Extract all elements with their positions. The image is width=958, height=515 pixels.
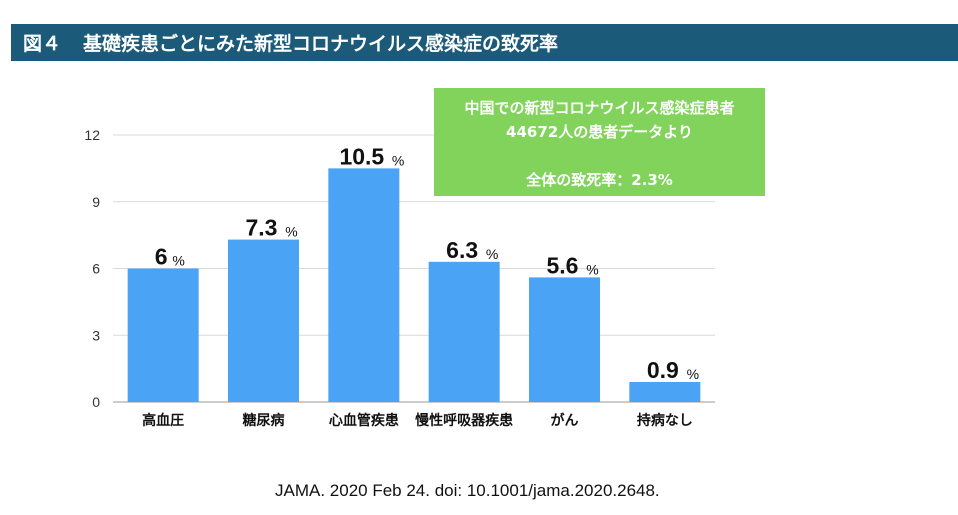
- bar: [127, 268, 199, 402]
- data-label: 6.3: [446, 237, 478, 263]
- bar: [629, 381, 701, 402]
- note-box: 中国での新型コロナウイルス感染症患者 44672人の患者データより 全体の致死率…: [434, 88, 765, 196]
- unit-label: %: [172, 253, 184, 269]
- x-tick-label: 持病なし: [637, 412, 693, 429]
- data-label: 7.3: [246, 215, 278, 241]
- bar: [228, 239, 299, 402]
- unit-label: %: [486, 246, 498, 262]
- citation: JAMA. 2020 Feb 24. doi: 10.1001/jama.202…: [275, 481, 660, 500]
- data-label: 0.9: [647, 357, 679, 383]
- unit-label: %: [285, 224, 297, 240]
- unit-label: %: [586, 261, 598, 277]
- unit-label: %: [687, 366, 699, 382]
- bar: [328, 168, 400, 402]
- y-tick-label: 6: [92, 261, 100, 277]
- y-tick-label: 0: [92, 394, 100, 410]
- y-tick-label: 9: [92, 194, 100, 210]
- figure-number: 図４: [23, 33, 62, 55]
- y-tick-label: 3: [92, 327, 100, 343]
- x-tick-label: 慢性呼吸器疾患: [415, 412, 513, 429]
- data-label: 6: [155, 244, 168, 270]
- x-tick-label: 高血圧: [142, 412, 184, 429]
- note-line-2: 44672人の患者データより: [506, 123, 693, 141]
- unit-label: %: [392, 152, 404, 168]
- title-bar: 図４ 基礎疾患ごとにみた新型コロナウイルス感染症の致死率: [11, 24, 958, 61]
- bar: [529, 277, 600, 402]
- x-tick-label: がん: [551, 412, 579, 429]
- bar: [428, 261, 500, 402]
- x-tick-label: 心血管疾患: [329, 412, 399, 429]
- y-tick-label: 12: [84, 127, 100, 143]
- note-line-1: 中国での新型コロナウイルス感染症患者: [464, 99, 735, 117]
- figure-title: 基礎疾患ごとにみた新型コロナウイルス感染症の致死率: [83, 33, 559, 55]
- x-tick-label: 糖尿病: [243, 412, 285, 429]
- data-label: 5.6: [547, 252, 579, 278]
- note-line-3: 全体の致死率：2.3%: [526, 171, 673, 189]
- data-label: 10.5: [339, 143, 384, 169]
